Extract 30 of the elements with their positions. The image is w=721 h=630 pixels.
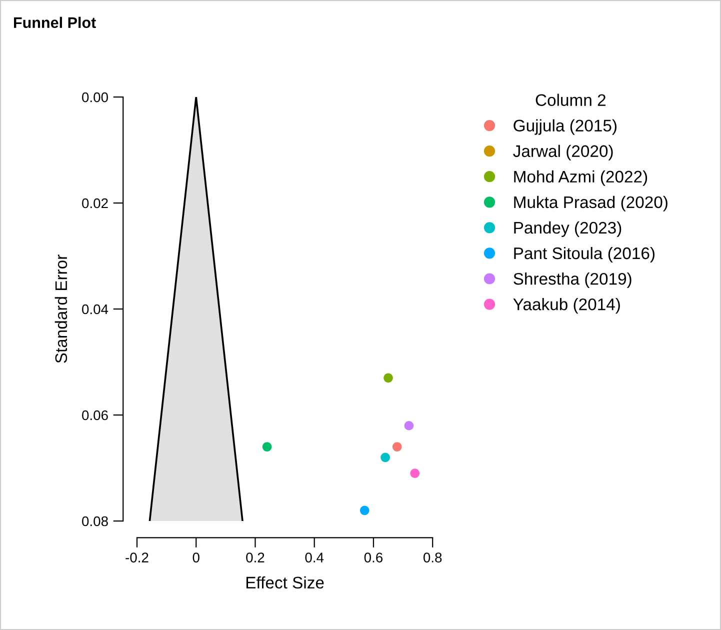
y-tick-label: 0.06: [82, 410, 108, 420]
y-tick-label: 0.04: [82, 304, 108, 314]
y-tick-label: 0.08: [82, 516, 108, 526]
point: [262, 442, 272, 452]
point: [404, 420, 414, 430]
legend-label: Gujjula (2015): [514, 119, 616, 135]
point: [384, 373, 393, 383]
legend-title: Column 2: [536, 94, 606, 106]
y-axis-title: Standard Error: [54, 254, 68, 363]
chart-title: Funnel Plot: [14, 16, 96, 28]
point: [410, 468, 420, 478]
x-tick-label: 0: [192, 552, 200, 562]
y-tick-label: 0.02: [82, 198, 108, 208]
y-tick-label: 0.00: [82, 92, 108, 102]
legend-label: Jarwal (2020): [513, 144, 613, 160]
legend-label: Yaakub (2014): [513, 298, 620, 314]
legend-label: Mohd Azmi (2022): [514, 170, 648, 186]
legend-label: Shrestha (2019): [514, 272, 632, 288]
legend-label: Mukta Prasad (2020): [514, 196, 668, 212]
legend-label: Pandey (2023): [514, 221, 622, 237]
x-tick-label: 0.2: [246, 552, 264, 562]
x-tick-label: -0.2: [126, 552, 148, 562]
x-tick-label: 0.6: [364, 552, 383, 562]
point: [392, 442, 402, 452]
point: [380, 452, 390, 462]
x-tick-label: 0.8: [423, 552, 442, 562]
x-tick-label: 0.4: [305, 552, 324, 562]
legend-label: Pant Sitoula (2016): [514, 246, 654, 262]
point: [360, 506, 370, 516]
x-axis-title: Effect Size: [246, 576, 324, 589]
